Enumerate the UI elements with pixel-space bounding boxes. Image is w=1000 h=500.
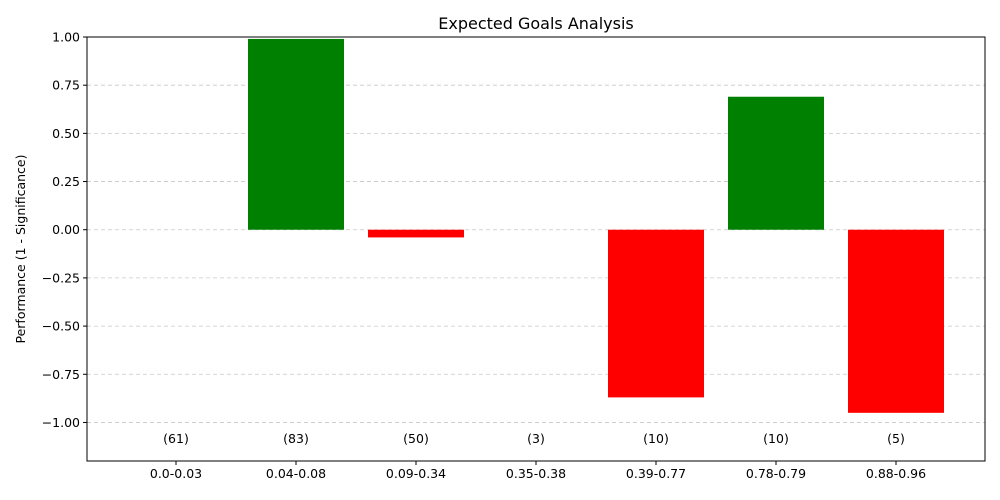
grid-lines: [87, 36, 985, 423]
count-label: (83): [283, 431, 309, 446]
y-tick-label: 1.00: [52, 30, 80, 45]
count-label: (5): [887, 431, 905, 446]
y-tick-label: 0.25: [52, 174, 80, 189]
y-tick-label: 0.00: [52, 222, 80, 237]
y-tick-label: 0.50: [52, 126, 80, 141]
y-tick-label: −0.75: [42, 367, 80, 382]
bars: [248, 38, 944, 413]
x-tick-label: 0.39-0.77: [626, 466, 686, 481]
x-axis: 0.0-0.03 0.04-0.08 0.09-0.34 0.35-0.38 0.39-…: [150, 461, 926, 481]
x-tick-label: 0.09-0.34: [386, 466, 446, 481]
x-tick-label: 0.04-0.08: [266, 466, 326, 481]
bar: [248, 38, 344, 230]
x-tick-label: 0.35-0.38: [506, 466, 566, 481]
bar: [848, 229, 944, 413]
count-label: (61): [163, 431, 189, 446]
bar: [368, 229, 464, 238]
y-tick-label: −0.50: [42, 319, 80, 334]
count-labels: (61) (83) (50) (3) (10) (10) (5): [163, 431, 905, 446]
x-tick-label: 0.88-0.96: [866, 466, 926, 481]
x-tick-label: 0.78-0.79: [746, 466, 806, 481]
y-axis: 1.00 0.75 0.50 0.25 0.00 −0.25 −0.50 −0.75 −1.00: [42, 30, 87, 430]
count-label: (10): [763, 431, 789, 446]
bar: [608, 229, 704, 398]
y-tick-label: 0.75: [52, 78, 80, 93]
y-axis-label: Performance (1 - Significance): [13, 155, 28, 344]
y-tick-label: −0.25: [42, 270, 80, 285]
x-tick-label: 0.0-0.03: [150, 466, 202, 481]
count-label: (3): [527, 431, 545, 446]
count-label: (50): [403, 431, 429, 446]
bar: [728, 96, 824, 230]
y-tick-label: −1.00: [42, 415, 80, 430]
chart-title: Expected Goals Analysis: [438, 14, 634, 33]
count-label: (10): [643, 431, 669, 446]
